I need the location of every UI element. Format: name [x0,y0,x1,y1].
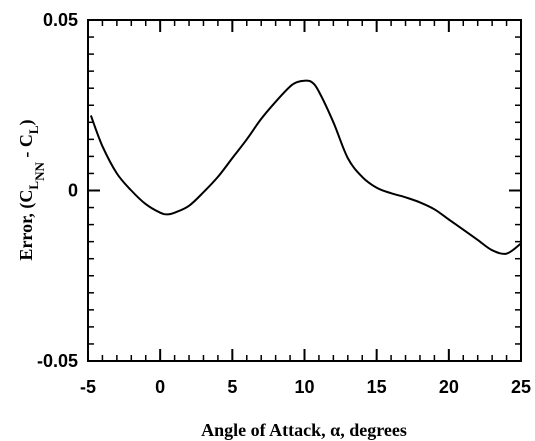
x-tick-label: 0 [155,377,165,397]
x-tick-label: 20 [439,377,459,397]
y-axis-title-sub1: L [26,181,41,190]
minor-ticks [87,19,522,362]
y-axis-title: Error, (CLNN - CL) [16,119,47,260]
y-tick-label: 0.05 [43,10,78,30]
major-ticks [87,19,522,362]
y-tick-label: -0.05 [37,351,78,371]
x-axis-title: Angle of Attack, α, degrees [201,420,407,440]
y-axis-title-suffix: ) [16,119,37,125]
x-tick-label: 10 [294,377,314,397]
plot-frame [87,19,522,362]
x-tick-labels: -5 0 5 10 15 20 25 [80,377,531,397]
y-tick-labels: -0.05 0 0.05 [37,10,78,371]
y-axis-title-middle: - C [16,134,36,162]
x-tick-label: 15 [367,377,387,397]
x-tick-label: -5 [80,377,96,397]
y-tick-label: 0 [68,181,78,201]
x-tick-label: 25 [511,377,531,397]
y-axis-title-prefix: Error, (C [16,190,37,261]
x-tick-label: 5 [227,377,237,397]
y-axis-title-sub2: NN [32,162,47,181]
series-line [89,79,522,255]
y-axis-title-sub3: L [26,125,41,134]
